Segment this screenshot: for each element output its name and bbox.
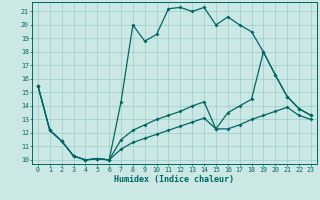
X-axis label: Humidex (Indice chaleur): Humidex (Indice chaleur) [115, 175, 234, 184]
